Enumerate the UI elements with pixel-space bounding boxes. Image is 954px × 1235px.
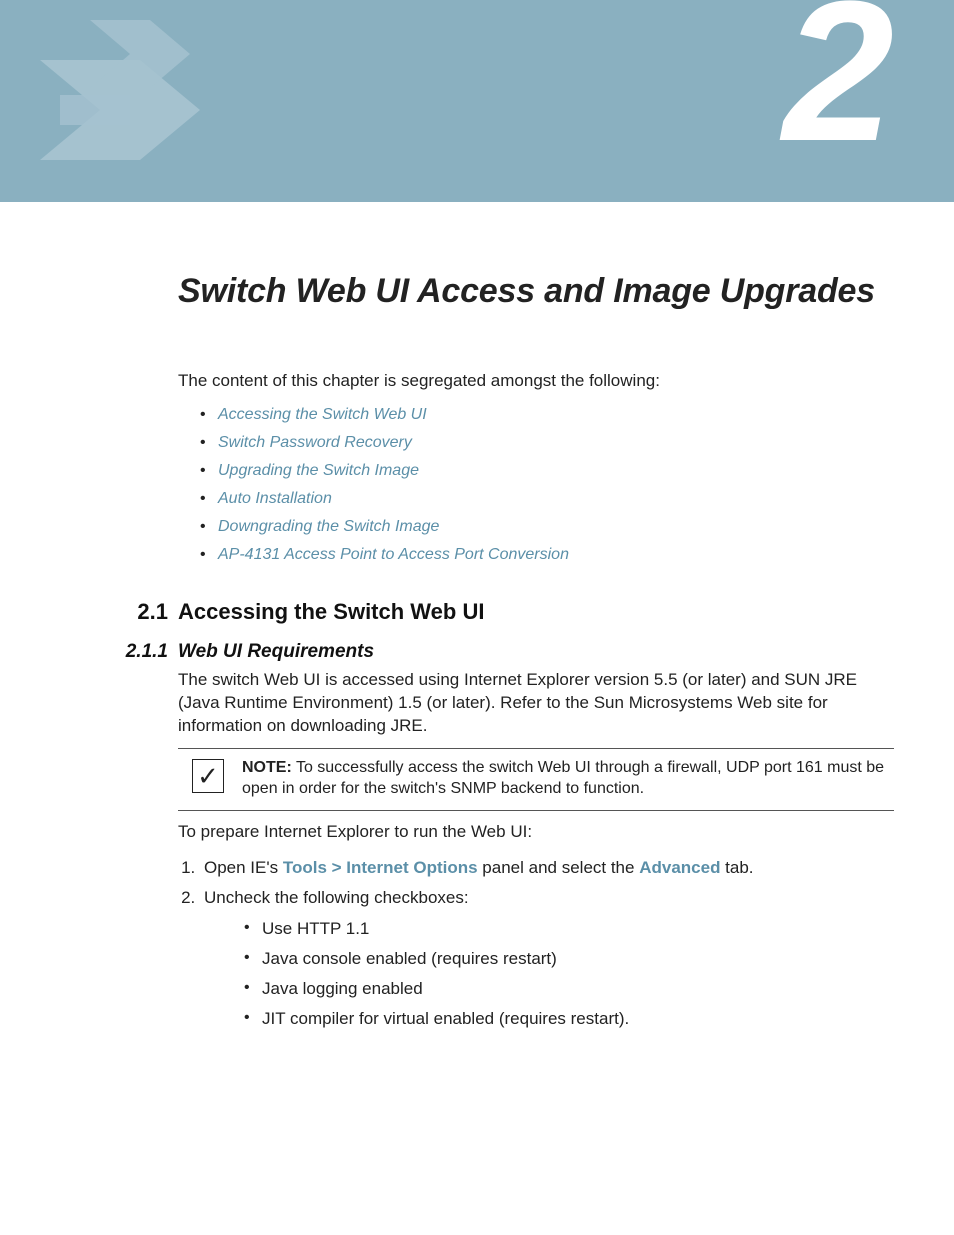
step-text: Open IE's (204, 858, 283, 877)
step-text: tab. (720, 858, 753, 877)
note-body: To successfully access the switch Web UI… (242, 759, 884, 798)
intro-paragraph: The content of this chapter is segregate… (178, 371, 894, 391)
step-item: Open IE's Tools > Internet Options panel… (200, 854, 894, 884)
note-text: NOTE: To successfully access the switch … (242, 755, 894, 800)
note-label: NOTE: (242, 759, 292, 776)
chapter-number: 2 (783, 0, 894, 172)
ui-path: Tools > Internet Options (283, 858, 478, 877)
toc-link[interactable]: Switch Password Recovery (218, 434, 412, 451)
note-icon-wrap: ✓ (178, 755, 224, 793)
toc-link[interactable]: Upgrading the Switch Image (218, 462, 419, 479)
step-text: panel and select the (478, 858, 640, 877)
subsection-heading: 2.1.1 Web UI Requirements (122, 641, 894, 663)
checkbox-item: Java console enabled (requires restart) (244, 944, 894, 974)
step-text: Uncheck the following checkboxes: (204, 888, 469, 907)
subsection-title: Web UI Requirements (178, 641, 374, 663)
section-number: 2.1 (136, 599, 178, 625)
note-callout: ✓ NOTE: To successfully access the switc… (178, 748, 894, 811)
step-item: Uncheck the following checkboxes: Use HT… (200, 884, 894, 1040)
ordered-steps: Open IE's Tools > Internet Options panel… (178, 854, 894, 1040)
checkmark-icon: ✓ (192, 759, 224, 793)
chapter-toc: Accessing the Switch Web UI Switch Passw… (178, 401, 894, 569)
toc-item: Accessing the Switch Web UI (200, 401, 894, 429)
ui-tab: Advanced (639, 858, 720, 877)
section-heading: 2.1 Accessing the Switch Web UI (136, 599, 894, 625)
section-title: Accessing the Switch Web UI (178, 599, 484, 625)
chapter-title: Switch Web UI Access and Image Upgrades (178, 272, 894, 311)
checkbox-item: Use HTTP 1.1 (244, 914, 894, 944)
toc-link[interactable]: AP-4131 Access Point to Access Port Conv… (218, 546, 569, 563)
page-content: Switch Web UI Access and Image Upgrades … (0, 202, 954, 1080)
toc-link[interactable]: Downgrading the Switch Image (218, 518, 439, 535)
toc-item: Downgrading the Switch Image (200, 513, 894, 541)
checkbox-list: Use HTTP 1.1 Java console enabled (requi… (204, 914, 894, 1034)
banner-graphic (0, 0, 300, 202)
toc-link[interactable]: Auto Installation (218, 490, 332, 507)
toc-item: Auto Installation (200, 485, 894, 513)
checkbox-item: Java logging enabled (244, 974, 894, 1004)
body-paragraph: The switch Web UI is accessed using Inte… (178, 669, 894, 738)
toc-item: Switch Password Recovery (200, 429, 894, 457)
checkbox-item: JIT compiler for virtual enabled (requir… (244, 1004, 894, 1034)
chapter-banner: 2 (0, 0, 954, 202)
subsection-number: 2.1.1 (122, 641, 178, 663)
toc-item: AP-4131 Access Point to Access Port Conv… (200, 541, 894, 569)
toc-item: Upgrading the Switch Image (200, 457, 894, 485)
document-page: 2 Switch Web UI Access and Image Upgrade… (0, 0, 954, 1235)
toc-link[interactable]: Accessing the Switch Web UI (218, 406, 427, 423)
body-paragraph: To prepare Internet Explorer to run the … (178, 821, 894, 844)
